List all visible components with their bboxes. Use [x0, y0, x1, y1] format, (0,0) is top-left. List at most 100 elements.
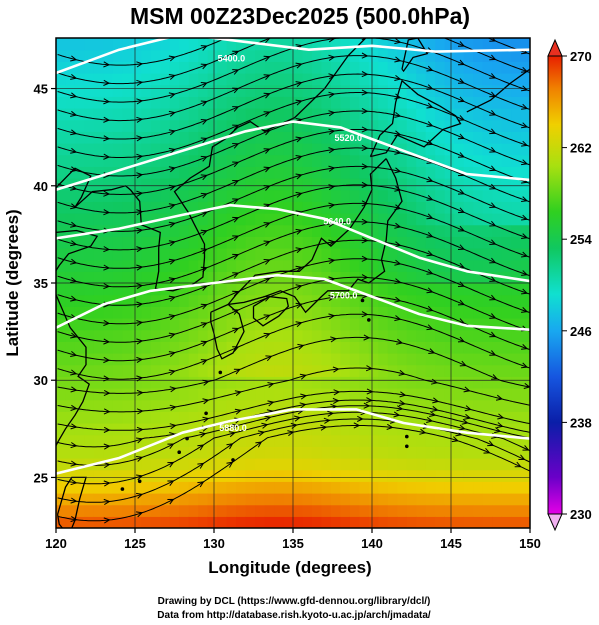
- streamline-arrowhead: [136, 389, 144, 396]
- streamline-arrowhead: [394, 167, 402, 174]
- streamline-arrowhead: [295, 284, 303, 291]
- streamline-arrowhead: [483, 447, 491, 454]
- streamline-arrowhead: [394, 93, 402, 100]
- streamline: [57, 313, 530, 380]
- streamline-arrowhead: [332, 366, 340, 373]
- streamline-arrowhead: [328, 128, 336, 135]
- streamline-arrowhead: [103, 116, 111, 123]
- streamline: [57, 202, 530, 269]
- streamline-arrowhead: [257, 430, 266, 437]
- streamline-arrowhead: [70, 147, 78, 154]
- coastline-segment: [401, 38, 429, 73]
- y-axis-label: Latitude (degrees): [3, 209, 22, 356]
- streamline-arrowhead: [361, 144, 369, 152]
- streamline-arrowhead: [261, 422, 269, 429]
- streamline-arrowhead: [168, 369, 176, 376]
- streamline-arrowhead: [136, 511, 144, 518]
- streamline-arrowhead: [521, 196, 529, 202]
- streamline-arrowhead: [328, 110, 336, 117]
- streamline-arrowhead: [295, 136, 303, 143]
- height-contour-line: [56, 408, 530, 475]
- streamline-arrowhead: [293, 415, 302, 422]
- streamline-arrowhead: [320, 424, 328, 431]
- island-mark: [405, 434, 409, 439]
- height-contour-line: [56, 38, 530, 75]
- y-tick-label: 25: [34, 470, 48, 485]
- streamline-arrowhead: [168, 166, 176, 173]
- streamline-arrowhead: [169, 386, 177, 393]
- streamline-arrowhead: [232, 143, 240, 149]
- streamline-arrowhead: [489, 350, 497, 356]
- streamline-arrowhead: [419, 428, 427, 435]
- streamline-arrowhead: [394, 130, 402, 137]
- streamline-arrowhead: [489, 109, 497, 116]
- streamline-arrowhead: [295, 265, 303, 272]
- height-contour-line: [56, 203, 530, 283]
- streamline-arrowhead: [491, 374, 499, 380]
- streamline-arrowhead: [202, 416, 210, 423]
- streamline-arrowhead: [200, 137, 208, 144]
- streamline-arrowhead: [70, 258, 78, 265]
- streamline: [57, 390, 530, 431]
- streamline-arrowhead: [521, 233, 529, 239]
- streamline-arrowhead: [232, 253, 240, 260]
- streamline: [57, 258, 530, 325]
- streamline-arrowhead: [431, 405, 439, 412]
- streamline-arrowhead: [457, 78, 466, 84]
- coastline-segment: [252, 295, 290, 327]
- streamline-arrowhead: [136, 356, 144, 364]
- streamline-arrowhead: [328, 313, 336, 320]
- streamline-arrowhead: [489, 331, 497, 338]
- island-mark: [177, 450, 181, 455]
- streamline-arrowhead: [457, 59, 466, 66]
- streamline-arrowhead: [136, 375, 144, 382]
- y-tick-label: 45: [34, 82, 48, 97]
- streamline-arrowhead: [70, 110, 78, 117]
- streamline-arrowhead: [136, 79, 144, 86]
- x-tick-label: 125: [124, 536, 146, 551]
- streamline: [57, 418, 530, 503]
- grid-lines: [56, 38, 530, 528]
- streamline-arrowhead: [457, 188, 466, 195]
- streamline-arrowhead: [168, 314, 176, 320]
- streamline-arrowhead: [356, 415, 364, 422]
- colorbar-tick-label: 270: [570, 49, 592, 64]
- streamline-arrowhead: [103, 61, 111, 68]
- streamline-arrowhead: [394, 278, 402, 285]
- streamline-arrowhead: [232, 327, 240, 334]
- streamline-arrowhead: [103, 517, 111, 524]
- coastline-segment: [210, 303, 245, 360]
- streamline-arrowhead: [136, 456, 144, 462]
- streamline-arrowhead: [295, 173, 303, 180]
- streamline-arrowhead: [168, 258, 176, 265]
- streamline-arrowhead: [299, 373, 307, 380]
- streamline-arrowhead: [169, 423, 177, 430]
- streamline-arrowhead: [103, 426, 111, 433]
- height-contour-line: [56, 120, 530, 191]
- contour-label: 5640.0: [323, 217, 351, 227]
- streamline-arrowhead: [232, 198, 240, 205]
- streamline-arrowhead: [263, 314, 271, 321]
- streamline-arrowhead: [463, 386, 471, 393]
- streamline-arrowhead: [70, 184, 78, 191]
- streamline-arrowhead: [489, 165, 497, 172]
- streamline-arrowhead: [489, 257, 497, 264]
- island-mark: [204, 411, 208, 416]
- streamline-arrowhead: [232, 87, 240, 94]
- streamline: [57, 129, 530, 196]
- colorbar-top-arrow: [547, 38, 563, 57]
- island-mark: [367, 318, 371, 322]
- streamline: [57, 92, 530, 158]
- streamline-arrowhead: [136, 338, 144, 345]
- streamline: [57, 367, 530, 413]
- streamline-arrowhead: [232, 272, 240, 278]
- streamline-arrowhead: [199, 431, 207, 438]
- streamline-arrowhead: [394, 185, 402, 192]
- streamline-arrowhead: [489, 54, 497, 61]
- streamline-arrowhead: [361, 52, 369, 59]
- streamline-arrowhead: [103, 443, 111, 450]
- streamline-arrowhead: [489, 294, 497, 301]
- streamline-arrowhead: [263, 74, 271, 80]
- streamline: [57, 38, 530, 85]
